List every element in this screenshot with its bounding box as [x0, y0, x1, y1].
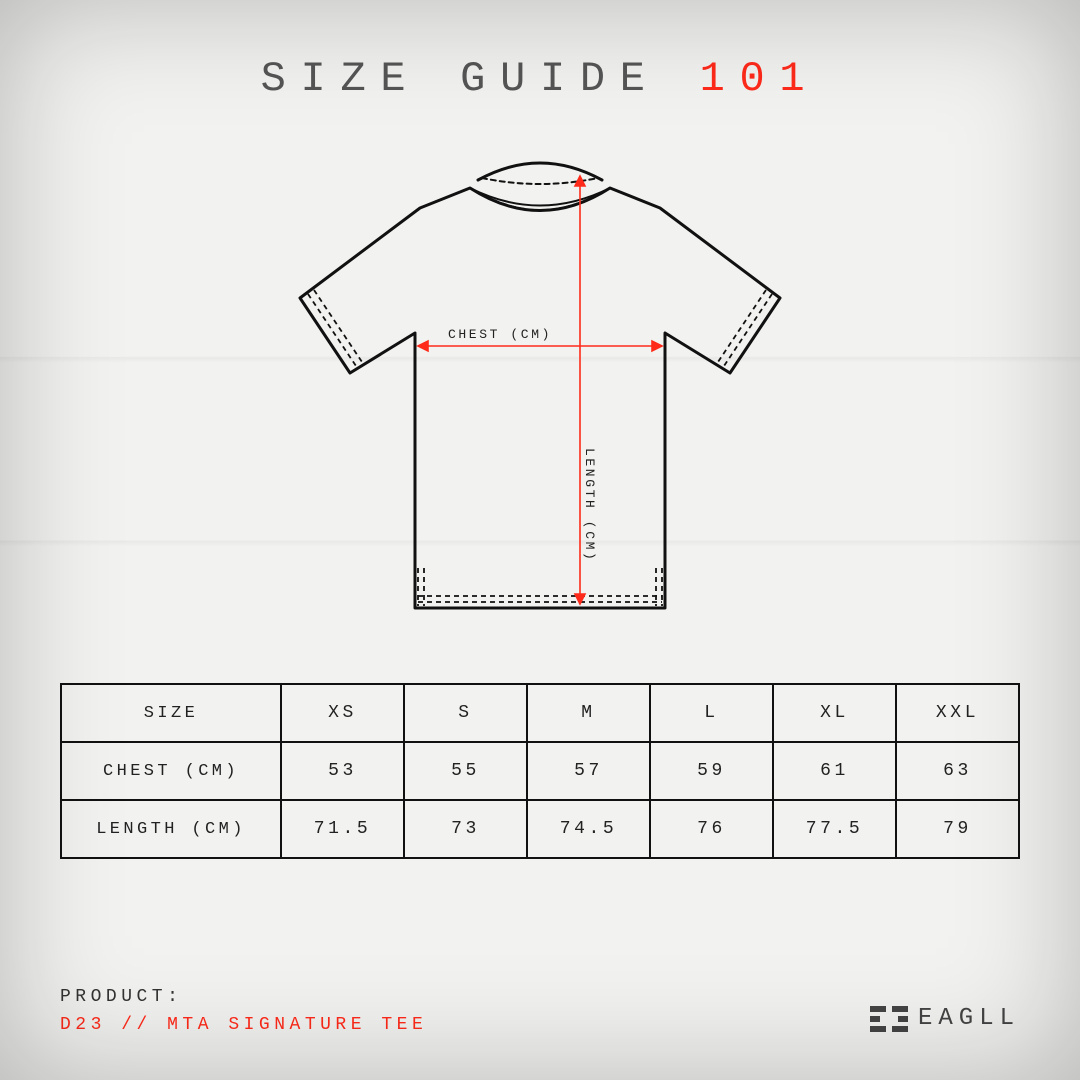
cell: 71.5	[281, 800, 404, 858]
shirt-diagram: CHEST (CM) LENGTH (CM)	[60, 128, 1020, 648]
cell: 55	[404, 742, 527, 800]
col-s: S	[404, 684, 527, 742]
brand-mark: EAGLL	[870, 1005, 1020, 1032]
product-name: D23 // MTA SIGNATURE TEE	[60, 1015, 427, 1035]
product-footer: PRODUCT: D23 // MTA SIGNATURE TEE	[60, 987, 427, 1035]
brand-name: EAGLL	[918, 1005, 1020, 1032]
chest-dim-label: CHEST (CM)	[448, 327, 552, 342]
size-table: SIZE XS S M L XL XXL CHEST (CM) 53 55 57…	[60, 683, 1020, 859]
size-guide-page: SIZE GUIDE 101	[0, 0, 1080, 1080]
cell: 59	[650, 742, 773, 800]
col-xl: XL	[773, 684, 896, 742]
row-label-chest: CHEST (CM)	[61, 742, 281, 800]
page-title: SIZE GUIDE 101	[60, 55, 1020, 103]
row-label-size: SIZE	[61, 684, 281, 742]
cell: 53	[281, 742, 404, 800]
col-xxl: XXL	[896, 684, 1019, 742]
cell: 79	[896, 800, 1019, 858]
product-label: PRODUCT:	[60, 987, 182, 1007]
cell: 61	[773, 742, 896, 800]
table-row: SIZE XS S M L XL XXL	[61, 684, 1019, 742]
cell: 76	[650, 800, 773, 858]
col-m: M	[527, 684, 650, 742]
cell: 73	[404, 800, 527, 858]
cell: 77.5	[773, 800, 896, 858]
col-xs: XS	[281, 684, 404, 742]
title-accent: 101	[700, 55, 820, 103]
cell: 74.5	[527, 800, 650, 858]
table-row: CHEST (CM) 53 55 57 59 61 63	[61, 742, 1019, 800]
cell: 57	[527, 742, 650, 800]
col-l: L	[650, 684, 773, 742]
row-label-length: LENGTH (CM)	[61, 800, 281, 858]
title-main: SIZE GUIDE	[261, 55, 700, 103]
cell: 63	[896, 742, 1019, 800]
length-dim-label: LENGTH (CM)	[582, 448, 597, 562]
brand-logo-icon	[870, 1006, 908, 1032]
tshirt-svg: CHEST (CM) LENGTH (CM)	[260, 128, 820, 648]
table-row: LENGTH (CM) 71.5 73 74.5 76 77.5 79	[61, 800, 1019, 858]
